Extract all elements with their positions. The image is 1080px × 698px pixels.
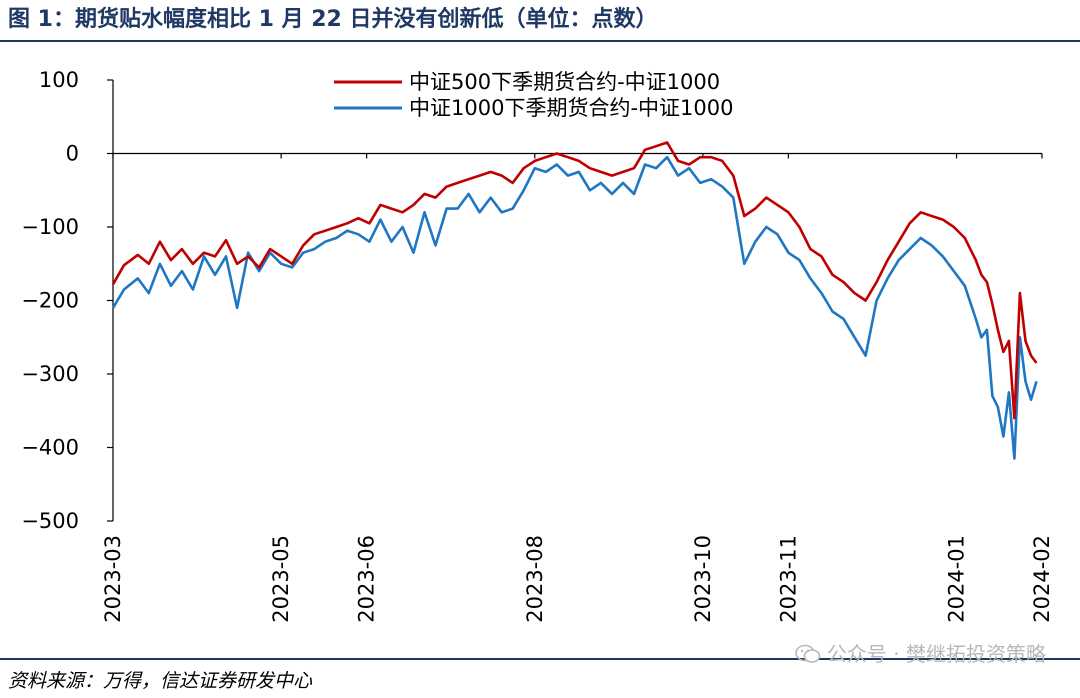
x-tick-label: 2024-02 bbox=[1030, 535, 1054, 623]
line-chart: 100 0 −100 −200 −300 −400 −500 2023-03 2023-05 20… bbox=[21, 68, 1054, 623]
source-note: 资料来源：万得，信达证券研发中心 bbox=[8, 670, 313, 692]
x-tick-label: 2023-11 bbox=[776, 535, 800, 623]
x-tick-label: 2023-10 bbox=[691, 535, 715, 623]
x-tick-label: 2024-01 bbox=[945, 535, 969, 623]
x-tick-label: 2023-05 bbox=[269, 535, 293, 623]
footer-divider bbox=[0, 658, 1080, 660]
series-line bbox=[111, 155, 1038, 460]
x-tick-label: 2023-08 bbox=[523, 535, 547, 623]
x-tick-label: 2023-03 bbox=[101, 535, 125, 623]
y-tick-label: 0 bbox=[66, 142, 79, 166]
watermark: 公众号 · 樊继拓投资策略 bbox=[795, 638, 1046, 667]
figure-title: 图 1：期货贴水幅度相比 1 月 22 日并没有创新低（单位：点数） bbox=[8, 7, 658, 32]
y-tick-label: −100 bbox=[21, 215, 79, 239]
x-tick-label: 2023-06 bbox=[355, 535, 379, 623]
legend-label: 中证1000下季期货合约-中证1000 bbox=[409, 96, 733, 120]
y-tick-label: −200 bbox=[21, 289, 79, 313]
watermark-text: 公众号 · 樊继拓投资策略 bbox=[826, 642, 1046, 666]
chart-axes: 100 0 −100 −200 −300 −400 −500 2023-03 2023-05 20… bbox=[21, 68, 1054, 623]
legend-label: 中证500下季期货合约-中证1000 bbox=[409, 70, 720, 94]
series-line bbox=[111, 141, 1038, 420]
y-tick-label: −300 bbox=[21, 362, 79, 386]
y-tick-label: 100 bbox=[39, 68, 79, 92]
title-divider bbox=[0, 40, 1080, 42]
y-tick-label: −500 bbox=[21, 509, 79, 533]
chart-series bbox=[111, 141, 1038, 460]
wechat-icon bbox=[795, 644, 821, 663]
y-tick-label: −400 bbox=[21, 436, 79, 460]
